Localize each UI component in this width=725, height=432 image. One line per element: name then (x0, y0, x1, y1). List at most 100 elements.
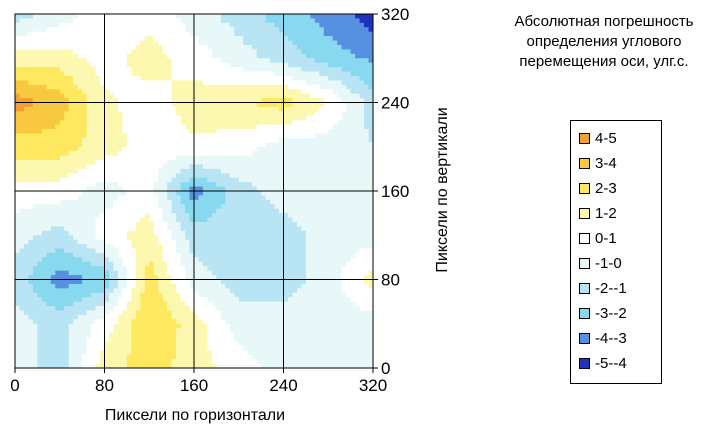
contour-cell (328, 71, 334, 77)
contour-cell (225, 191, 231, 196)
contour-cell (167, 58, 173, 64)
contour-cell (68, 151, 74, 156)
contour-cell (198, 208, 204, 214)
contour-cell (220, 84, 226, 90)
contour-cell (135, 71, 141, 77)
contour-cell (73, 217, 79, 223)
contour-cell (176, 89, 181, 95)
contour-cell (279, 44, 284, 50)
contour-cell (144, 22, 150, 28)
contour-cell (55, 235, 61, 241)
contour-cell (229, 155, 235, 161)
contour-cell (359, 40, 365, 46)
contour-cell (202, 89, 208, 95)
contour-cell (220, 160, 226, 165)
contour-cell (135, 129, 141, 134)
contour-cell (198, 235, 204, 241)
contour-cell (64, 270, 70, 276)
contour-cell (68, 182, 74, 187)
contour-cell (323, 239, 329, 245)
contour-cell (319, 186, 325, 192)
contour-cell (180, 279, 186, 285)
contour-cell (252, 186, 258, 192)
contour-cell (364, 173, 369, 179)
contour-cell (19, 239, 25, 245)
contour-cell (189, 53, 195, 59)
contour-cell (314, 142, 320, 148)
contour-cell (314, 18, 320, 24)
contour-cell (32, 252, 38, 258)
contour-cell (122, 261, 128, 267)
contour-cell (332, 199, 338, 205)
contour-cell (189, 40, 195, 46)
contour-cell (207, 160, 213, 165)
contour-cell (198, 133, 204, 139)
contour-cell (287, 239, 293, 245)
contour-cell (220, 244, 226, 249)
contour-cell (337, 208, 343, 214)
contour-cell (113, 257, 119, 263)
contour-cell (41, 226, 47, 232)
contour-cell (359, 252, 365, 258)
contour-cell (328, 124, 334, 130)
contour-cell (73, 199, 79, 205)
contour-cell (176, 93, 181, 99)
contour-cell (86, 279, 92, 285)
contour-cell (261, 208, 267, 214)
contour-cell (167, 75, 173, 81)
contour-cell (91, 22, 96, 28)
contour-cell (359, 115, 365, 121)
contour-cell (95, 244, 101, 249)
contour-cell (126, 84, 132, 90)
contour-cell (319, 31, 325, 37)
contour-cell (135, 106, 141, 112)
contour-cell (104, 89, 110, 95)
contour-cell (252, 199, 258, 205)
contour-cell (167, 191, 173, 196)
contour-cell (301, 283, 307, 289)
contour-cell (310, 31, 316, 37)
contour-cell (198, 230, 204, 236)
contour-cell (82, 98, 88, 103)
contour-cell (332, 129, 338, 134)
contour-cell (265, 248, 271, 254)
contour-cell (202, 213, 208, 218)
contour-cell (73, 137, 79, 143)
contour-cell (216, 115, 222, 121)
contour-cell (95, 27, 101, 33)
contour-cell (82, 230, 88, 236)
contour-cell (189, 14, 195, 19)
contour-cell (180, 155, 186, 161)
contour-cell (274, 36, 280, 41)
contour-cell (19, 208, 25, 214)
contour-cell (243, 252, 249, 258)
contour-cell (50, 266, 56, 272)
contour-cell (270, 230, 275, 236)
contour-cell (202, 115, 208, 121)
contour-cell (64, 27, 70, 33)
contour-cell (131, 53, 137, 59)
contour-cell (350, 160, 356, 165)
contour-cell (319, 27, 325, 33)
contour-cell (328, 129, 334, 134)
contour-cell (274, 261, 280, 267)
contour-cell (82, 288, 88, 294)
contour-cell (332, 111, 338, 117)
contour-cell (95, 252, 101, 258)
contour-cell (270, 155, 275, 161)
contour-cell (256, 62, 262, 68)
contour-cell (310, 275, 316, 280)
contour-cell (59, 151, 65, 156)
contour-cell (41, 58, 47, 64)
contour-cell (55, 208, 61, 214)
contour-cell (73, 191, 79, 196)
contour-cell (202, 239, 208, 245)
contour-cell (95, 199, 101, 205)
contour-cell (149, 230, 155, 236)
contour-cell (131, 221, 137, 227)
contour-cell (15, 111, 20, 117)
contour-cell (256, 93, 262, 99)
contour-cell (64, 199, 70, 205)
contour-cell (256, 67, 262, 72)
contour-cell (305, 230, 311, 236)
